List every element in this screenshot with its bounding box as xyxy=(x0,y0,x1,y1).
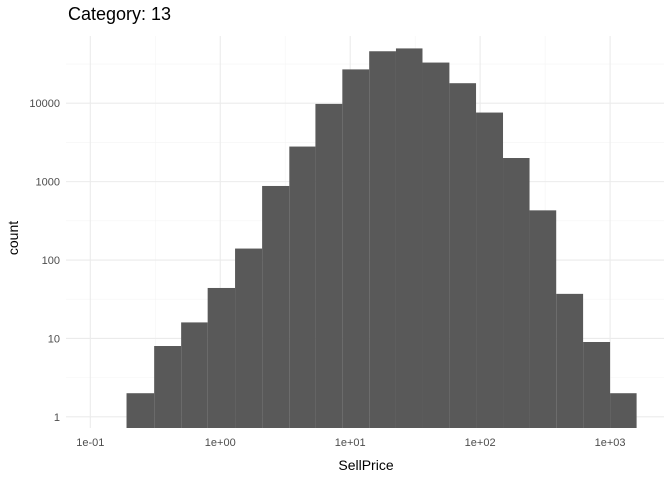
histogram-bar xyxy=(315,103,343,428)
histogram-bar xyxy=(126,393,155,428)
histogram-bar xyxy=(235,248,263,428)
y-axis-ticks: 1 10 100 1000 10000 xyxy=(29,98,60,424)
histogram-bar xyxy=(503,158,530,429)
histogram-bar xyxy=(289,146,316,428)
histogram-bars xyxy=(126,48,637,429)
histogram-bar xyxy=(395,48,423,428)
x-tick-label: 1e+03 xyxy=(595,437,626,449)
y-tick-label: 100 xyxy=(42,255,60,267)
x-tick-label: 1e+02 xyxy=(465,437,496,449)
x-axis-title: SellPrice xyxy=(338,457,393,473)
x-axis-ticks: 1e-01 1e+00 1e+01 1e+02 1e+03 xyxy=(76,437,625,449)
histogram-bar xyxy=(556,293,584,428)
chart-title: Category: 13 xyxy=(68,4,171,24)
histogram-bar xyxy=(449,83,477,428)
histogram-bar xyxy=(342,69,370,429)
histogram-bar xyxy=(154,346,182,428)
histogram-bar xyxy=(529,210,557,428)
x-tick-label: 1e+00 xyxy=(205,437,236,449)
histogram-bar xyxy=(369,51,396,429)
y-axis-title: count xyxy=(5,221,21,255)
histogram-bar xyxy=(610,393,637,428)
y-tick-label: 10 xyxy=(48,333,60,345)
histogram-bar xyxy=(583,342,611,428)
x-tick-label: 1e-01 xyxy=(76,437,104,449)
histogram-bar xyxy=(207,287,236,428)
y-tick-label: 1 xyxy=(54,412,60,424)
histogram-bar xyxy=(422,62,450,428)
histogram-bar xyxy=(181,322,208,428)
histogram-bar xyxy=(262,185,290,428)
y-tick-label: 1000 xyxy=(36,177,60,189)
y-tick-label: 10000 xyxy=(29,98,60,110)
histogram-bar xyxy=(476,112,504,428)
x-tick-label: 1e+01 xyxy=(335,437,366,449)
